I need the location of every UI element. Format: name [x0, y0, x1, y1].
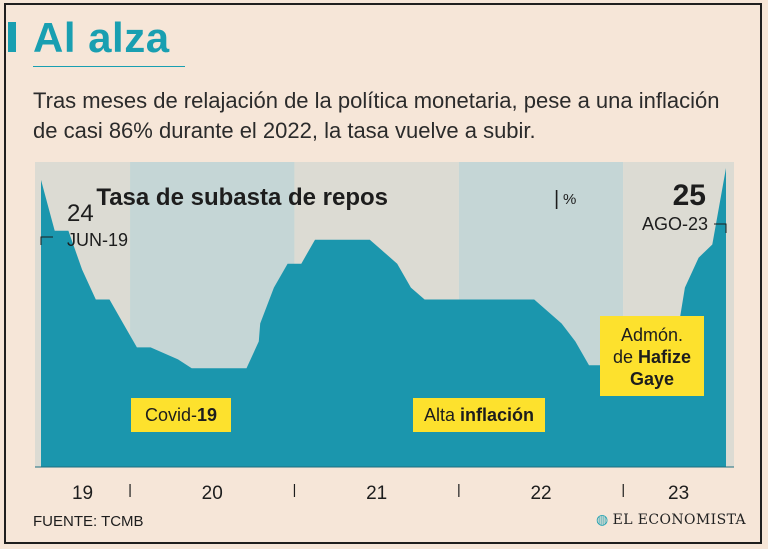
logo-text: EL ECONOMISTA: [612, 512, 747, 528]
headline-rule: [33, 66, 185, 67]
year-label-19: 19: [72, 483, 93, 504]
callout-covid-box: [131, 398, 231, 432]
end-date-label: AGO-23: [642, 214, 708, 234]
headline-accent-bar: [8, 22, 16, 52]
rate-area: [41, 168, 726, 467]
start-annotation: 24 JUN-19: [40, 200, 128, 250]
callout-covid-text: Covid-19: [145, 405, 217, 425]
year-label-23: 23: [668, 483, 689, 504]
source-note: FUENTE: TCMB: [33, 513, 144, 530]
start-value-label: 24: [67, 200, 94, 227]
chart-unit: %: [563, 191, 576, 208]
callout-covid: Covid-19: [131, 398, 231, 432]
publisher-logo: ◍ EL ECONOMISTA: [596, 512, 746, 528]
chart-title-separator: |: [554, 188, 559, 210]
chart-title: Tasa de subasta de repos: [96, 184, 388, 211]
start-leader-line: [40, 236, 53, 245]
callout-hafize-line2: de Hafize: [613, 347, 691, 367]
callout-inflacion-box: [413, 398, 545, 432]
end-value-label: 25: [673, 179, 706, 212]
callout-hafize-line1: Admón.: [621, 325, 683, 345]
callout-hafize-box: [600, 316, 704, 396]
year-label-22: 22: [530, 483, 551, 504]
globe-icon: ◍: [596, 512, 609, 528]
start-date-label: JUN-19: [67, 230, 128, 250]
frame-border: [4, 3, 762, 544]
headline: Al alza: [33, 14, 170, 61]
end-annotation: 25 AGO-23: [642, 179, 727, 234]
year-label-21: 21: [366, 483, 387, 504]
x-axis-separators: [129, 484, 624, 497]
callout-inflacion: Alta inflación: [413, 398, 545, 432]
end-leader-line: [714, 223, 727, 233]
callout-hafize-line3: Gaye: [630, 369, 674, 389]
callout-hafize: Admón. de Hafize Gaye: [600, 316, 704, 396]
callout-inflacion-text: Alta inflación: [424, 405, 534, 425]
x-axis-year-labels: 19 20 21 22 23: [72, 483, 689, 504]
year-label-20: 20: [202, 483, 223, 504]
subtitle: Tras meses de relajación de la política …: [33, 88, 720, 143]
